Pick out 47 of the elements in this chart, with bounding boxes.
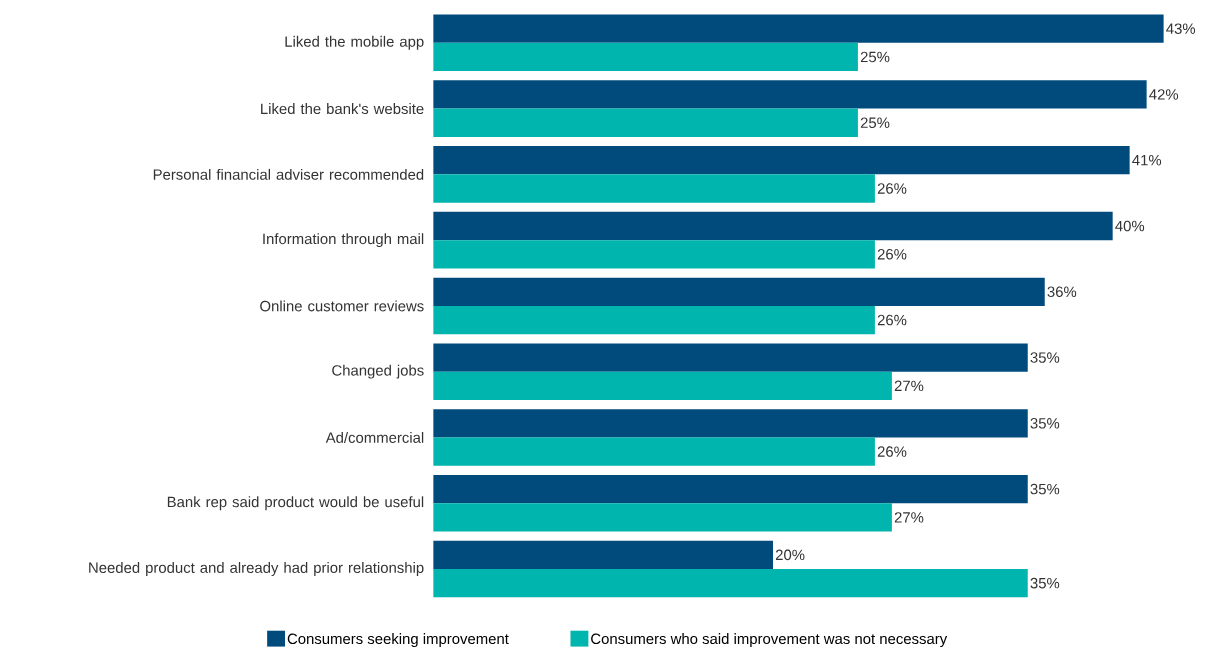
y-tick-label: Online customer reviews bbox=[260, 300, 424, 312]
data-label: 42% bbox=[1149, 88, 1179, 100]
bar bbox=[433, 568, 1028, 598]
data-label: 20% bbox=[775, 549, 805, 560]
data-label: 26% bbox=[877, 183, 907, 194]
bar bbox=[433, 343, 1028, 372]
bar bbox=[433, 408, 1028, 438]
y-tick-label: Changed jobs bbox=[332, 364, 424, 379]
data-label: 26% bbox=[877, 248, 907, 260]
legend-label: Consumers seeking improvement bbox=[287, 632, 509, 647]
data-label: 40% bbox=[1115, 220, 1145, 232]
data-label: 35% bbox=[1030, 577, 1060, 589]
bar bbox=[433, 305, 875, 334]
data-label: 26% bbox=[877, 314, 907, 326]
data-label: 25% bbox=[860, 117, 890, 128]
bar bbox=[433, 174, 875, 203]
legend-label: Consumers who said improvement was not necessary bbox=[591, 632, 948, 647]
y-tick-label: Information through mail bbox=[263, 232, 424, 247]
bar bbox=[433, 211, 1113, 240]
bar bbox=[433, 503, 892, 532]
y-tick-label: Bank rep said product would be useful bbox=[167, 496, 424, 510]
data-label: 27% bbox=[894, 511, 924, 523]
data-label: 36% bbox=[1047, 286, 1077, 297]
data-label: 41% bbox=[1132, 154, 1162, 166]
bar bbox=[433, 437, 875, 466]
bar bbox=[433, 80, 1147, 109]
bar bbox=[433, 145, 1130, 175]
data-label: 35% bbox=[1030, 483, 1060, 495]
y-tick-label: Needed product and already had prior relationship bbox=[89, 561, 424, 576]
bar bbox=[433, 239, 875, 269]
bar bbox=[433, 14, 1164, 43]
bar bbox=[433, 371, 892, 400]
bar bbox=[433, 474, 1028, 503]
bar bbox=[433, 42, 858, 71]
y-tick-label: Ad/commercial bbox=[325, 431, 424, 443]
data-label: 35% bbox=[1030, 417, 1060, 429]
bar bbox=[433, 277, 1045, 306]
y-tick-label: Liked the mobile app bbox=[285, 35, 424, 50]
bar bbox=[433, 108, 858, 137]
data-label: 27% bbox=[894, 380, 924, 391]
data-label: 25% bbox=[860, 51, 890, 62]
bar bbox=[433, 540, 774, 569]
data-label: 35% bbox=[1030, 352, 1060, 363]
y-tick-label: Personal financial adviser recommended bbox=[153, 168, 424, 180]
y-tick-label: Liked the bank's website bbox=[261, 102, 424, 114]
data-label: 43% bbox=[1166, 23, 1196, 34]
data-label: 26% bbox=[877, 446, 907, 457]
